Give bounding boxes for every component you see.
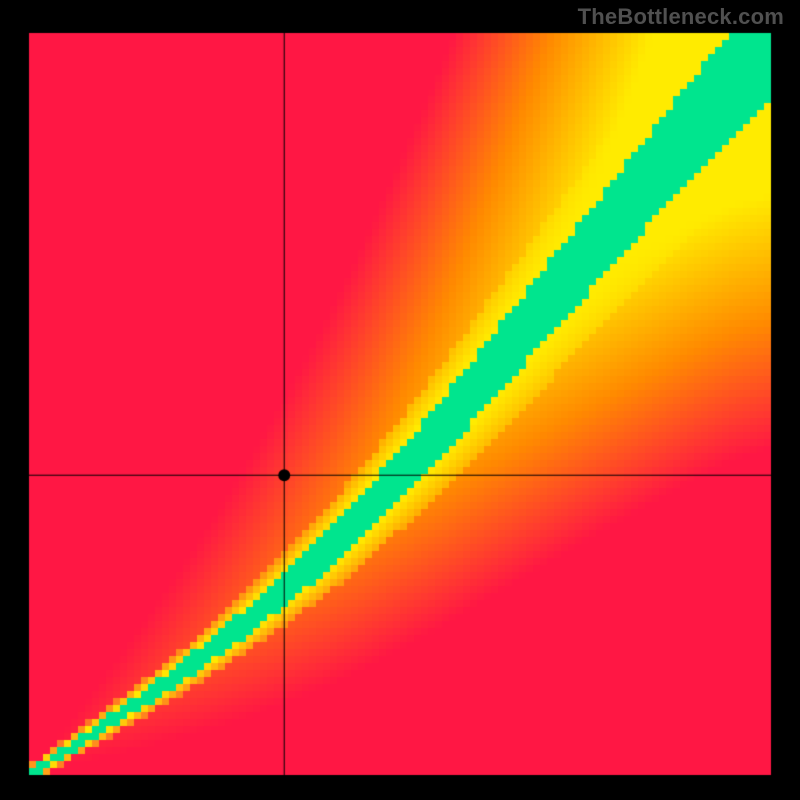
bottleneck-heatmap — [0, 0, 800, 800]
watermark-text: TheBottleneck.com — [578, 4, 784, 30]
